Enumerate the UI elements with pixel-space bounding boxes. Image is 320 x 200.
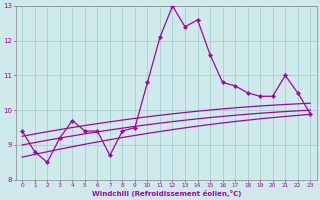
X-axis label: Windchill (Refroidissement éolien,°C): Windchill (Refroidissement éolien,°C) xyxy=(92,190,241,197)
